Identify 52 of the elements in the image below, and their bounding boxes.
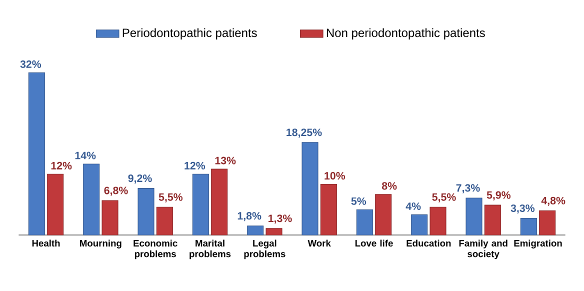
data-label: 4,8% [541, 196, 566, 206]
data-label: 10% [324, 172, 346, 180]
data-label: 9,2% [128, 174, 152, 184]
data-label: 1,8% [238, 212, 262, 222]
x-tick-label: Health [32, 240, 60, 247]
data-label: 5,5% [432, 193, 456, 202]
bar [192, 174, 209, 236]
x-tick-label: Economic problems [134, 240, 178, 260]
x-tick-label: Mourning [80, 240, 122, 248]
x-tick-label: Marital problems [190, 240, 231, 260]
bar [211, 168, 228, 236]
data-label: 4% [406, 202, 421, 210]
data-label: 3,3% [510, 204, 535, 214]
bar [320, 184, 337, 236]
data-label: 14% [75, 152, 96, 160]
x-tick-label: Emigration [514, 240, 562, 248]
bar [138, 188, 154, 236]
bar [302, 142, 318, 236]
bar [156, 206, 173, 236]
bar [47, 174, 64, 236]
bar [411, 214, 428, 236]
data-label: 8% [382, 182, 397, 190]
x-tick-label: Work [308, 240, 331, 247]
bar [375, 194, 392, 236]
x-tick-label: Legal problems [244, 240, 286, 260]
bar [539, 210, 556, 236]
data-label: 12% [51, 162, 72, 170]
x-tick-label: Love life [355, 240, 393, 247]
data-label: 12% [184, 162, 206, 170]
data-label: 18,25% [286, 128, 322, 138]
data-label: 1,3% [268, 214, 292, 224]
data-label: 5% [351, 197, 366, 205]
legend-label: Periodontopathic patients [122, 28, 257, 40]
bar [83, 164, 100, 236]
x-tick-label: Education [406, 240, 451, 247]
data-label: 5,5% [158, 193, 183, 202]
data-label: 13% [215, 156, 236, 164]
bar [466, 198, 482, 236]
data-label: 7,3% [456, 184, 480, 194]
x-tick-label: Family and society [459, 240, 508, 260]
data-label: 5,9% [486, 191, 511, 200]
bar [430, 206, 446, 236]
data-label: 6,8% [104, 186, 128, 196]
bar [520, 218, 537, 236]
legend-label: Non periodontopathic patients [326, 28, 485, 40]
bar [247, 226, 264, 236]
bar [484, 204, 501, 236]
bar [28, 72, 45, 236]
bar [102, 200, 118, 236]
bar [266, 228, 282, 236]
data-label: 32% [20, 60, 42, 68]
bar [356, 209, 373, 236]
